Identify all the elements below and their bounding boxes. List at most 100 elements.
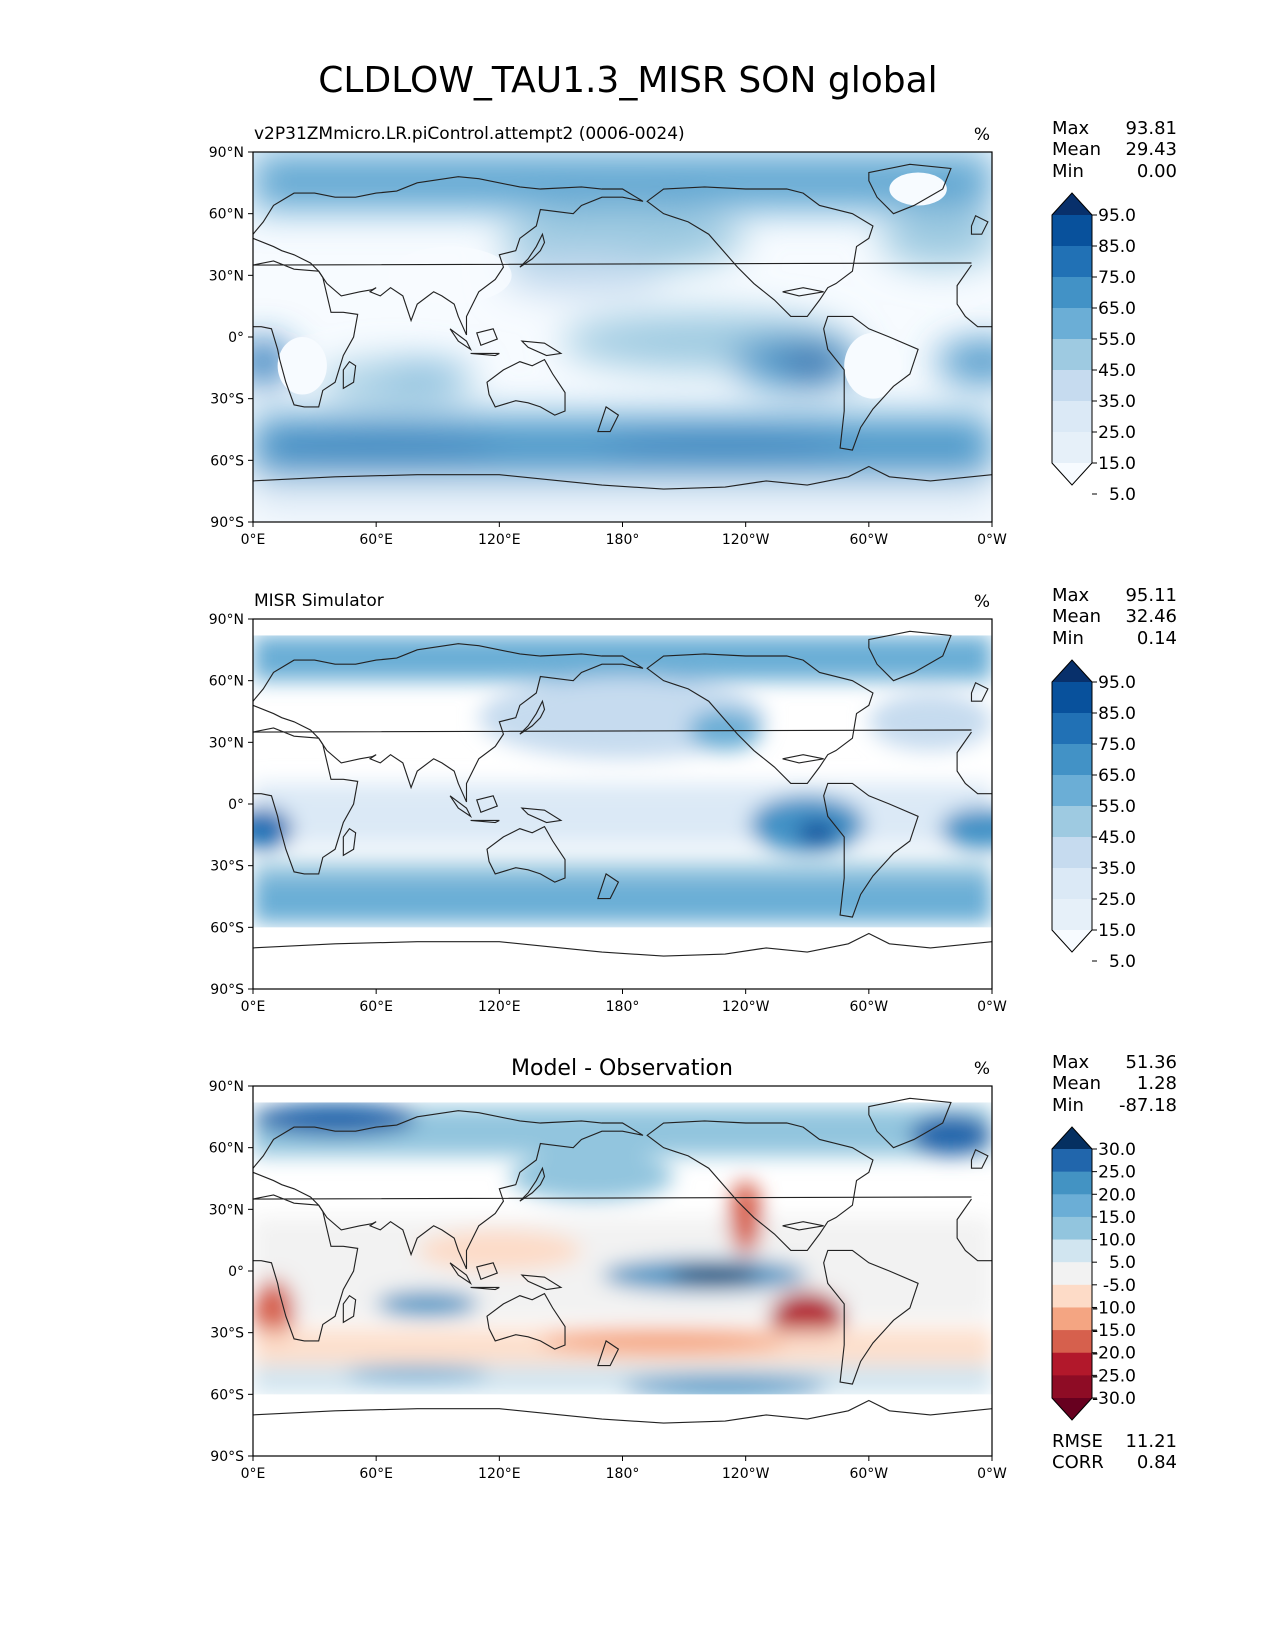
colorbar-swatch bbox=[1052, 1375, 1092, 1399]
stat-label: Max bbox=[1052, 1052, 1090, 1073]
colorbar-swatch bbox=[1052, 215, 1092, 247]
colorbar: 30.0 25.020.0 15.0 10.05.0 -5.0-10.0 -15.0 -20… bbox=[1051, 1126, 1136, 1421]
colorbar-label: 55.0 bbox=[1098, 797, 1136, 817]
x-tick-label: 180° bbox=[606, 532, 640, 548]
colorbar-swatch bbox=[1052, 1262, 1092, 1286]
colorbar-swatch bbox=[1052, 1239, 1092, 1263]
colorbar-extend-bottom bbox=[1052, 930, 1092, 952]
x-tick-label: 60°W bbox=[849, 999, 888, 1015]
y-tick-label: 60°N bbox=[209, 207, 244, 223]
colorbar-label: 55.0 bbox=[1098, 330, 1136, 350]
metric-label: RMSE bbox=[1052, 1431, 1103, 1452]
panel-title: v2P31ZMmicro.LR.piControl.attempt2 (0006… bbox=[254, 124, 685, 144]
y-tick-label: 90°S bbox=[210, 982, 244, 998]
panel-title: MISR Simulator bbox=[254, 591, 384, 611]
metric-value: 11.21 bbox=[1125, 1431, 1177, 1452]
x-tick-label: 120°W bbox=[722, 532, 770, 548]
stat-value: 1.28 bbox=[1137, 1073, 1177, 1094]
y-tick-label: 30°S bbox=[210, 1326, 244, 1342]
x-tick-label: 0°E bbox=[241, 1466, 266, 1482]
colorbar-swatch bbox=[1052, 1149, 1092, 1173]
colorbar-extend-bottom bbox=[1052, 463, 1092, 485]
y-tick-label: 30°S bbox=[210, 392, 244, 408]
colorbar-extend-bottom bbox=[1052, 1398, 1092, 1420]
x-tick-label: 60°E bbox=[359, 999, 393, 1015]
stat-value: 51.36 bbox=[1125, 1052, 1177, 1073]
x-tick-label: 120°E bbox=[478, 999, 521, 1015]
colorbar-label: 20.0 bbox=[1098, 1185, 1136, 1205]
y-tick-label: 0° bbox=[228, 1264, 244, 1280]
y-tick-label: 90°S bbox=[210, 1449, 244, 1465]
colorbar-label: 10.0 bbox=[1098, 1231, 1136, 1251]
x-tick-label: 60°E bbox=[359, 1466, 393, 1482]
colorbar-label: 85.0 bbox=[1098, 237, 1136, 257]
x-tick-label: 180° bbox=[606, 1466, 640, 1482]
x-tick-label: 0°W bbox=[977, 1466, 1007, 1482]
stat-label: Max bbox=[1052, 118, 1090, 139]
y-tick-label: 90°N bbox=[209, 145, 244, 161]
colorbar-label: 15.0 bbox=[1098, 1208, 1136, 1228]
map-observation bbox=[253, 619, 992, 989]
colorbar-swatch bbox=[1052, 1171, 1092, 1195]
colorbar-swatch bbox=[1052, 1352, 1092, 1376]
map-model bbox=[253, 152, 992, 522]
colorbar-label: 75.0 bbox=[1098, 268, 1136, 288]
panel-difference: Model - Observation % 90°N 60°N 30°N 0° 30°S… bbox=[209, 1052, 1177, 1482]
colorbar-extend-top bbox=[1052, 193, 1092, 215]
colorbar-swatch bbox=[1052, 899, 1092, 931]
y-tick-label: 60°N bbox=[209, 1141, 244, 1157]
stat-value: -87.18 bbox=[1119, 1095, 1177, 1116]
y-tick-label: 60°N bbox=[209, 674, 244, 690]
metrics-block: RMSE 11.21 CORR 0.84 bbox=[1052, 1431, 1177, 1473]
colorbar-swatch bbox=[1052, 1216, 1092, 1241]
y-tick-label: 90°N bbox=[209, 612, 244, 628]
y-tick-label: 60°S bbox=[210, 920, 244, 936]
x-tick-label: 60°W bbox=[849, 532, 888, 548]
colorbar-label: 5.0 bbox=[1109, 952, 1136, 972]
stat-value: 93.81 bbox=[1125, 118, 1177, 139]
colorbar-label: 35.0 bbox=[1098, 859, 1136, 879]
colorbar-label: 25.0 bbox=[1098, 423, 1136, 443]
stats-block: Max 51.36 Mean 1.28 Min -87.18 bbox=[1052, 1052, 1177, 1116]
panel-model: v2P31ZMmicro.LR.piControl.attempt2 (0006… bbox=[209, 118, 1177, 548]
panel-title: Model - Observation bbox=[511, 1056, 733, 1081]
colorbar-swatch bbox=[1052, 432, 1092, 464]
map-difference bbox=[253, 1086, 992, 1456]
colorbar-swatch bbox=[1052, 1307, 1092, 1331]
stat-value: 0.14 bbox=[1137, 628, 1177, 649]
stat-value: 32.46 bbox=[1125, 606, 1177, 627]
colorbar-label: 25.0 bbox=[1098, 1163, 1136, 1183]
colorbar-label: -10.0 bbox=[1092, 1298, 1136, 1318]
colorbar-label: 5.0 bbox=[1109, 485, 1136, 505]
colorbar-swatch bbox=[1052, 246, 1092, 278]
colorbar-swatch bbox=[1052, 370, 1092, 402]
x-tick-label: 180° bbox=[606, 999, 640, 1015]
x-tick-label: 60°W bbox=[849, 1466, 888, 1482]
colorbar-label: 85.0 bbox=[1098, 704, 1136, 724]
units-label: % bbox=[974, 125, 990, 145]
x-tick-label: 120°E bbox=[478, 1466, 521, 1482]
colorbar-label: -15.0 bbox=[1092, 1321, 1136, 1341]
x-tick-label: 120°E bbox=[478, 532, 521, 548]
colorbar-swatch bbox=[1052, 1284, 1092, 1308]
figure-title: CLDLOW_TAU1.3_MISR SON global bbox=[318, 60, 937, 101]
y-axis-ticks: 90°N 60°N 30°N 0° 30°S 60°S 90°S bbox=[209, 1079, 253, 1465]
x-tick-label: 60°E bbox=[359, 532, 393, 548]
stat-value: 29.43 bbox=[1125, 139, 1177, 160]
x-tick-label: 120°W bbox=[722, 1466, 770, 1482]
colorbar-label: 65.0 bbox=[1098, 766, 1136, 786]
colorbar-label: 5.0 bbox=[1109, 1253, 1136, 1273]
colorbar-swatch bbox=[1052, 775, 1092, 807]
stats-block: Max 95.11 Mean 32.46 Min 0.14 bbox=[1052, 585, 1177, 649]
colorbar-extend-top bbox=[1052, 1127, 1092, 1149]
colorbar-label: 65.0 bbox=[1098, 299, 1136, 319]
colorbar-label: 15.0 bbox=[1098, 454, 1136, 474]
y-axis-ticks: 90°N 60°N 30°N 0° 30°S 60°S 90°S bbox=[209, 145, 253, 531]
colorbar-label: -20.0 bbox=[1092, 1344, 1136, 1364]
x-tick-label: 120°W bbox=[722, 999, 770, 1015]
colorbar-label: -25.0 bbox=[1092, 1366, 1136, 1386]
colorbar-swatch bbox=[1052, 1330, 1092, 1354]
y-tick-label: 0° bbox=[228, 797, 244, 813]
colorbar-swatch bbox=[1052, 806, 1092, 838]
